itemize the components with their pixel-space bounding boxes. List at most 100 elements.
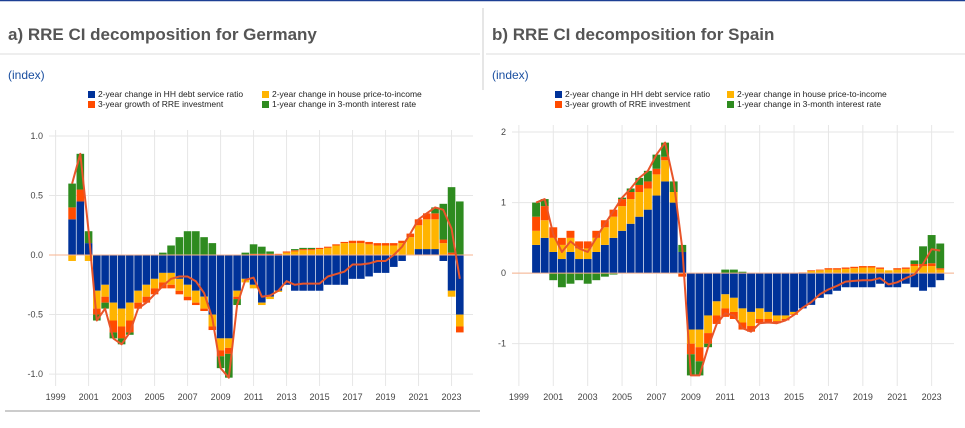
bar-segment (566, 251, 575, 274)
bar-segment (815, 269, 824, 271)
bar-segment (790, 273, 799, 312)
bar-segment (841, 268, 850, 274)
bar-segment (258, 246, 266, 254)
bar-segment (357, 255, 365, 279)
bar-segment (208, 326, 217, 331)
bar-segment (76, 189, 85, 202)
bar-segment (439, 243, 448, 256)
legend-swatch (88, 101, 95, 108)
legend-label: 3-year growth of RRE investment (565, 99, 691, 109)
bar-segment (258, 253, 266, 256)
bar-segment (241, 255, 250, 279)
bar-segment (258, 255, 266, 303)
bar-segment (447, 255, 456, 291)
x-tick-label: 1999 (509, 392, 529, 402)
x-tick-label: 2017 (818, 392, 838, 402)
bar-segment (729, 273, 738, 298)
x-tick-label: 2021 (409, 392, 429, 402)
legend-swatch (88, 91, 95, 98)
bar-segment (76, 201, 85, 256)
bar-segment (738, 273, 747, 309)
legend-label: 2-year change in house price-to-income (737, 89, 887, 99)
bar-segment (669, 202, 678, 274)
bar-segment (183, 296, 192, 301)
bar-segment (101, 284, 109, 297)
x-tick-label: 2013 (750, 392, 770, 402)
bar-segment (807, 271, 816, 274)
x-tick-label: 2005 (145, 392, 165, 402)
bar-segment (192, 255, 200, 291)
bar-segment (884, 273, 893, 288)
x-tick-label: 2023 (442, 392, 462, 402)
bar-segment (678, 273, 687, 277)
bar-segment (850, 268, 859, 274)
bar-segment (747, 326, 756, 332)
bar-segment (76, 153, 85, 190)
bar-segment (84, 255, 93, 261)
y-tick-label: 1 (501, 198, 506, 208)
bar-segment (414, 219, 423, 226)
bar-segment (764, 273, 773, 312)
bar-segment (274, 255, 283, 291)
bar-segment (348, 243, 357, 256)
bar-segment (884, 270, 893, 274)
bar-segment (423, 219, 431, 250)
bar-segment (532, 244, 541, 274)
bar-segment (609, 209, 618, 217)
legend-label: 3-year growth of RRE investment (98, 99, 224, 109)
bar-segment (772, 273, 781, 316)
bar-segment (150, 288, 159, 295)
bar-segment (93, 255, 101, 291)
bar-segment (439, 203, 448, 240)
bar-segment (373, 245, 382, 256)
bar-segment (592, 273, 601, 281)
legend-label: 2-year change in house price-to-income (272, 89, 422, 99)
bar-segment (841, 267, 850, 269)
bar-segment (84, 243, 93, 256)
bar-segment (431, 219, 439, 250)
bar-segment (566, 237, 575, 252)
composite-line (535, 141, 941, 377)
bar-segment (282, 255, 291, 285)
bar-segment (365, 244, 373, 256)
bar-segment (592, 251, 601, 274)
bar-segment (167, 255, 175, 273)
bar-segment (183, 231, 192, 256)
bar-segment (712, 273, 721, 302)
bar-segment (635, 177, 644, 185)
bar-segment (126, 255, 134, 303)
bar-segment (893, 269, 902, 274)
bar-segment (893, 268, 902, 270)
bar-segment (729, 269, 738, 274)
legend-swatch (262, 91, 269, 98)
bar-segment (406, 237, 415, 256)
bar-segment (414, 249, 423, 256)
bar-segment (815, 270, 824, 274)
bar-segment (643, 209, 652, 274)
bar-segment (456, 201, 464, 256)
bar-segment (695, 347, 704, 362)
bar-segment (626, 199, 635, 224)
composite-line (71, 152, 461, 379)
bar-segment (159, 252, 167, 256)
bar-segment (332, 255, 340, 285)
bar-segment (431, 213, 439, 220)
bar-segment (357, 243, 365, 256)
bar-segment (557, 259, 566, 274)
bar-segment (919, 246, 927, 264)
bar-segment (824, 269, 833, 274)
bar-segment (340, 255, 349, 285)
bar-segment (274, 253, 283, 256)
bar-segment (927, 266, 936, 274)
bar-segment (414, 225, 423, 250)
bar-segment (532, 230, 541, 245)
bar-segment (439, 239, 448, 244)
bar-segment (431, 207, 439, 214)
bar-segment (901, 267, 910, 269)
x-tick-label: 2009 (681, 392, 701, 402)
x-tick-label: 2007 (178, 392, 198, 402)
bar-segment (618, 230, 627, 274)
bar-segment (249, 255, 258, 285)
bar-segment (68, 183, 76, 208)
